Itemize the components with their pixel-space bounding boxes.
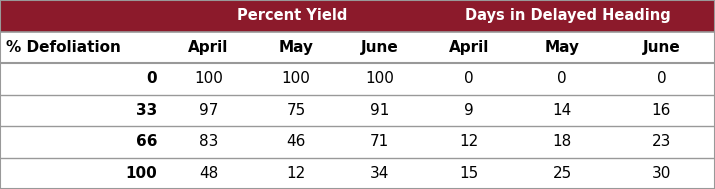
Text: % Defoliation: % Defoliation xyxy=(6,40,121,55)
Text: 75: 75 xyxy=(286,103,305,118)
Text: 100: 100 xyxy=(282,71,310,86)
Text: April: April xyxy=(448,40,489,55)
Text: 18: 18 xyxy=(553,134,572,149)
Text: 0: 0 xyxy=(557,71,567,86)
Text: 100: 100 xyxy=(365,71,394,86)
Text: 23: 23 xyxy=(651,134,671,149)
Bar xyxy=(0,32,715,189)
Text: Percent Yield: Percent Yield xyxy=(237,8,347,23)
Text: 66: 66 xyxy=(136,134,157,149)
Text: 83: 83 xyxy=(199,134,218,149)
Text: 12: 12 xyxy=(286,166,305,181)
Text: 100: 100 xyxy=(194,71,223,86)
Text: June: June xyxy=(360,40,398,55)
Text: 9: 9 xyxy=(464,103,473,118)
Text: 33: 33 xyxy=(136,103,157,118)
Text: 14: 14 xyxy=(553,103,572,118)
Text: 48: 48 xyxy=(199,166,218,181)
Text: May: May xyxy=(278,40,313,55)
Text: June: June xyxy=(643,40,680,55)
Text: 71: 71 xyxy=(370,134,389,149)
Text: 25: 25 xyxy=(553,166,572,181)
Text: May: May xyxy=(545,40,580,55)
Text: Days in Delayed Heading: Days in Delayed Heading xyxy=(465,8,671,23)
Text: 30: 30 xyxy=(651,166,671,181)
Text: April: April xyxy=(188,40,229,55)
Bar xyxy=(0,0,715,32)
Text: 16: 16 xyxy=(651,103,671,118)
Text: 12: 12 xyxy=(459,134,478,149)
Text: 97: 97 xyxy=(199,103,218,118)
Text: 91: 91 xyxy=(370,103,389,118)
Text: 34: 34 xyxy=(370,166,389,181)
Text: 0: 0 xyxy=(656,71,666,86)
Text: 46: 46 xyxy=(286,134,305,149)
Text: 15: 15 xyxy=(459,166,478,181)
Text: 100: 100 xyxy=(125,166,157,181)
Text: 0: 0 xyxy=(147,71,157,86)
Text: 0: 0 xyxy=(464,71,473,86)
